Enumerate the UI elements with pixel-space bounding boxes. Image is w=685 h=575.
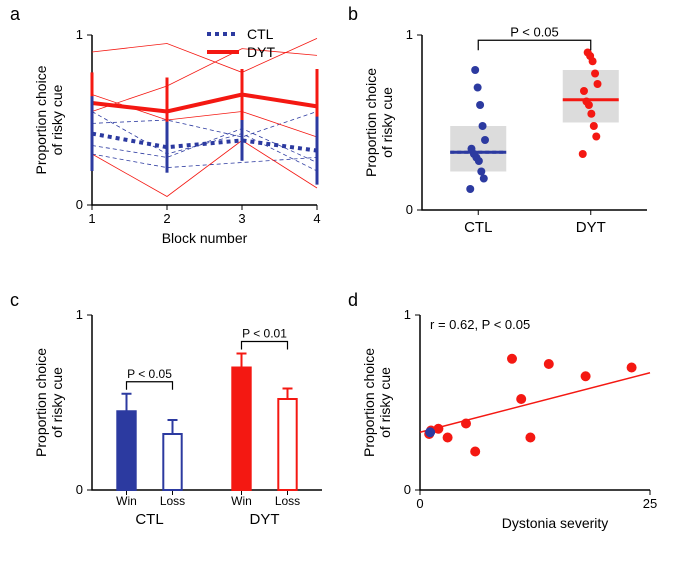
panel-a-label: a — [10, 4, 20, 25]
svg-text:1: 1 — [76, 307, 83, 322]
svg-text:of risky cue: of risky cue — [379, 87, 395, 158]
panel-c-chart: 0 1 Proportion choiceof risky cue P < 0.05 W… — [30, 300, 340, 565]
svg-text:of risky cue: of risky cue — [377, 367, 393, 438]
svg-text:DYT: DYT — [247, 44, 275, 60]
svg-text:2: 2 — [163, 211, 170, 226]
svg-text:Proportion choice: Proportion choice — [33, 348, 49, 457]
svg-text:Proportion choice: Proportion choice — [363, 68, 379, 177]
svg-text:Win: Win — [116, 494, 137, 508]
svg-text:Win: Win — [231, 494, 252, 508]
svg-text:0: 0 — [76, 482, 83, 497]
svg-text:P < 0.05: P < 0.05 — [127, 367, 172, 381]
svg-text:CTL: CTL — [464, 219, 492, 236]
svg-text:CTL: CTL — [135, 511, 163, 528]
svg-text:0: 0 — [404, 482, 411, 497]
svg-text:0: 0 — [76, 197, 83, 212]
svg-text:Proportion choice: Proportion choice — [33, 65, 49, 174]
svg-text:1: 1 — [88, 211, 95, 226]
svg-text:0: 0 — [406, 202, 413, 217]
svg-text:r = 0.62, P < 0.05: r = 0.62, P < 0.05 — [430, 317, 530, 332]
panel-d-label: d — [348, 290, 358, 311]
svg-text:P < 0.05: P < 0.05 — [510, 24, 559, 39]
svg-text:of risky cue: of risky cue — [49, 84, 65, 155]
svg-text:4: 4 — [313, 211, 320, 226]
svg-text:DYT: DYT — [250, 511, 280, 528]
panel-b-chart: 0 1 Proportion choiceof risky cue CTL DYT P <… — [360, 15, 675, 275]
svg-text:Proportion choice: Proportion choice — [361, 348, 377, 457]
svg-text:1: 1 — [404, 307, 411, 322]
svg-text:Dystonia severity: Dystonia severity — [502, 515, 609, 531]
svg-text:25: 25 — [643, 496, 657, 511]
svg-text:Block number: Block number — [162, 230, 248, 246]
panel-c-label: c — [10, 290, 19, 311]
panel-a-chart: 01Block numberProportion choiceof risky … — [30, 15, 340, 275]
svg-text:CTL: CTL — [247, 26, 274, 42]
svg-text:P < 0.01: P < 0.01 — [242, 327, 287, 341]
panel-b-label: b — [348, 4, 358, 25]
svg-text:3: 3 — [238, 211, 245, 226]
figure: a b c d 01Block numberProportion choiceo… — [0, 0, 685, 575]
svg-text:1: 1 — [406, 27, 413, 42]
svg-text:of risky cue: of risky cue — [49, 367, 65, 438]
svg-text:Loss: Loss — [275, 494, 300, 508]
panel-d-chart: 0 1 Proportion choiceof risky cue 0 25 Dyston… — [360, 300, 675, 565]
svg-text:0: 0 — [416, 496, 423, 511]
svg-text:Loss: Loss — [160, 494, 185, 508]
svg-text:DYT: DYT — [576, 219, 606, 236]
svg-text:1: 1 — [76, 27, 83, 42]
